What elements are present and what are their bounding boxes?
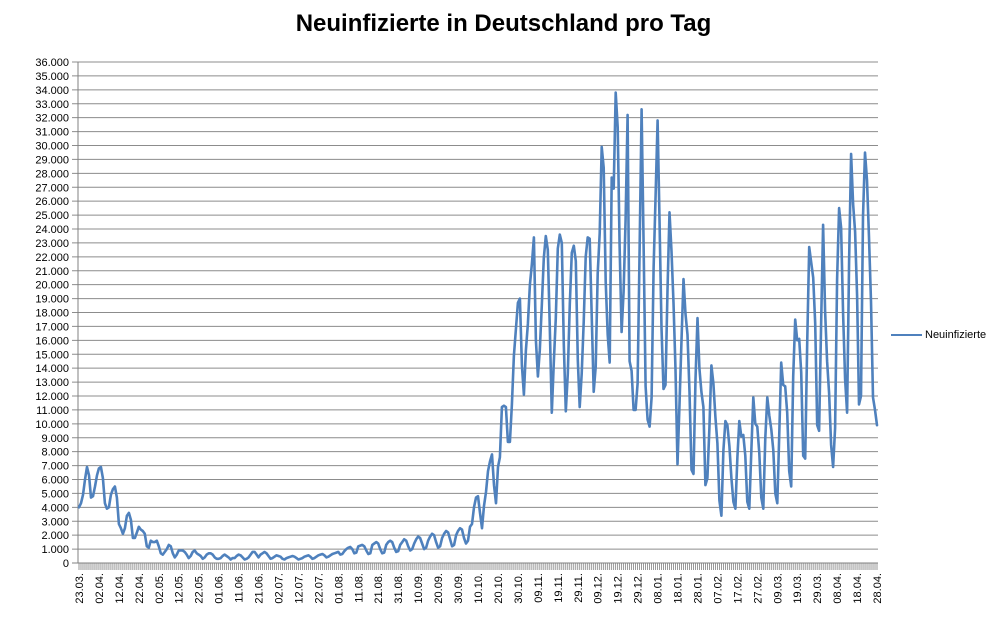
x-axis-label: 08.04. xyxy=(832,573,844,604)
y-axis-label: 21.000 xyxy=(35,266,69,278)
x-axis-label: 12.04. xyxy=(114,573,126,604)
x-axis-label: 10.09. xyxy=(413,573,425,604)
y-axis-label: 34.000 xyxy=(35,85,69,97)
x-axis-label: 27.02. xyxy=(752,573,764,604)
x-axis-label: 29.12. xyxy=(633,573,645,604)
y-axis-label: 0 xyxy=(63,558,69,570)
y-axis-label: 11.000 xyxy=(36,405,69,417)
y-axis-label: 5.000 xyxy=(41,488,69,500)
y-axis-label: 24.000 xyxy=(35,224,69,236)
x-axis-label: 19.11. xyxy=(553,573,565,603)
y-axis-label: 14.000 xyxy=(35,363,69,375)
x-axis-label: 31.08. xyxy=(393,573,405,604)
y-axis-label: 9.000 xyxy=(41,433,69,445)
y-axis-label: 18.000 xyxy=(35,308,69,320)
y-axis-label: 35.000 xyxy=(35,71,69,83)
x-axis-label: 19.12. xyxy=(613,573,625,604)
chart-title: Neuinfizierte in Deutschland pro Tag xyxy=(295,10,712,37)
x-axis-label: 21.08. xyxy=(373,573,385,604)
y-axis-label: 33.000 xyxy=(35,99,69,111)
y-axis-label: 13.000 xyxy=(35,377,69,389)
y-axis-label: 2.000 xyxy=(41,530,69,542)
x-axis-label: 11.08. xyxy=(353,573,365,603)
y-axis-label: 1.000 xyxy=(41,544,69,556)
y-axis-label: 7.000 xyxy=(41,461,69,473)
y-axis-label: 30.000 xyxy=(35,141,69,153)
y-axis-label: 36.000 xyxy=(35,57,69,69)
x-axis-label: 30.09. xyxy=(453,573,465,604)
x-axis-label: 20.10. xyxy=(493,573,505,604)
x-axis-label: 02.07. xyxy=(273,573,285,604)
y-axis-label: 16.000 xyxy=(35,335,69,347)
x-axis-label: 09.12. xyxy=(593,573,605,604)
x-axis-label: 02.05. xyxy=(154,573,166,604)
legend: Neuinfizierte xyxy=(891,329,986,341)
legend-label: Neuinfizierte xyxy=(925,329,987,341)
x-axis-label: 19.03. xyxy=(792,573,804,604)
x-axis-label: 08.01. xyxy=(653,573,665,604)
x-axis-label: 23.03. xyxy=(74,573,86,604)
y-axis-label: 31.000 xyxy=(35,127,69,139)
x-axis-label: 01.08. xyxy=(333,573,345,604)
x-axis-label: 09.11. xyxy=(533,573,545,603)
y-axis-label: 22.000 xyxy=(35,252,69,264)
y-axis-label: 26.000 xyxy=(35,196,69,208)
y-axis-label: 23.000 xyxy=(35,238,69,250)
x-axis-label: 12.05. xyxy=(174,573,186,604)
x-axis-label: 29.11. xyxy=(573,573,585,603)
x-axis-label: 17.02. xyxy=(732,573,744,604)
x-axis-label: 18.01. xyxy=(673,573,685,604)
x-axis-label: 02.04. xyxy=(94,573,106,604)
y-axis-label: 6.000 xyxy=(41,475,69,487)
y-axis-label: 3.000 xyxy=(41,516,69,528)
x-axis-label: 11.06. xyxy=(234,573,246,603)
x-axis-label: 30.10. xyxy=(513,573,525,604)
x-axis-label: 10.10. xyxy=(473,573,485,604)
y-axis-label: 25.000 xyxy=(35,210,69,222)
y-axis-label: 28.000 xyxy=(35,168,69,180)
x-axis-label: 07.02. xyxy=(712,573,724,604)
y-axis-label: 32.000 xyxy=(35,113,69,125)
x-axis-label: 21.06. xyxy=(254,573,266,604)
y-axis-label: 12.000 xyxy=(35,391,69,403)
x-axis-label: 28.01. xyxy=(692,573,704,604)
x-axis-label: 12.07. xyxy=(293,573,305,604)
legend-line-marker xyxy=(891,334,922,336)
y-axis-label: 27.000 xyxy=(35,182,69,194)
y-axis-label: 15.000 xyxy=(35,349,69,361)
series-line xyxy=(77,91,879,561)
y-axis-label: 19.000 xyxy=(35,294,69,306)
y-axis-label: 29.000 xyxy=(35,154,69,166)
y-axis-label: 17.000 xyxy=(35,321,69,333)
y-axis-label: 20.000 xyxy=(35,280,69,292)
y-axis-label: 8.000 xyxy=(41,447,69,459)
x-axis-label: 28.04. xyxy=(872,573,884,604)
x-axis-label: 20.09. xyxy=(433,573,445,604)
x-axis-label: 01.06. xyxy=(214,573,226,604)
y-axis-label: 10.000 xyxy=(35,419,69,431)
x-axis-label: 22.04. xyxy=(134,573,146,604)
x-axis-label: 18.04. xyxy=(852,573,864,604)
x-axis-label: 22.05. xyxy=(194,573,206,604)
x-axis-label: 22.07. xyxy=(313,573,325,604)
y-axis-label: 4.000 xyxy=(41,502,69,514)
x-axis-label: 09.03. xyxy=(772,573,784,604)
x-axis-label: 29.03. xyxy=(812,573,824,604)
